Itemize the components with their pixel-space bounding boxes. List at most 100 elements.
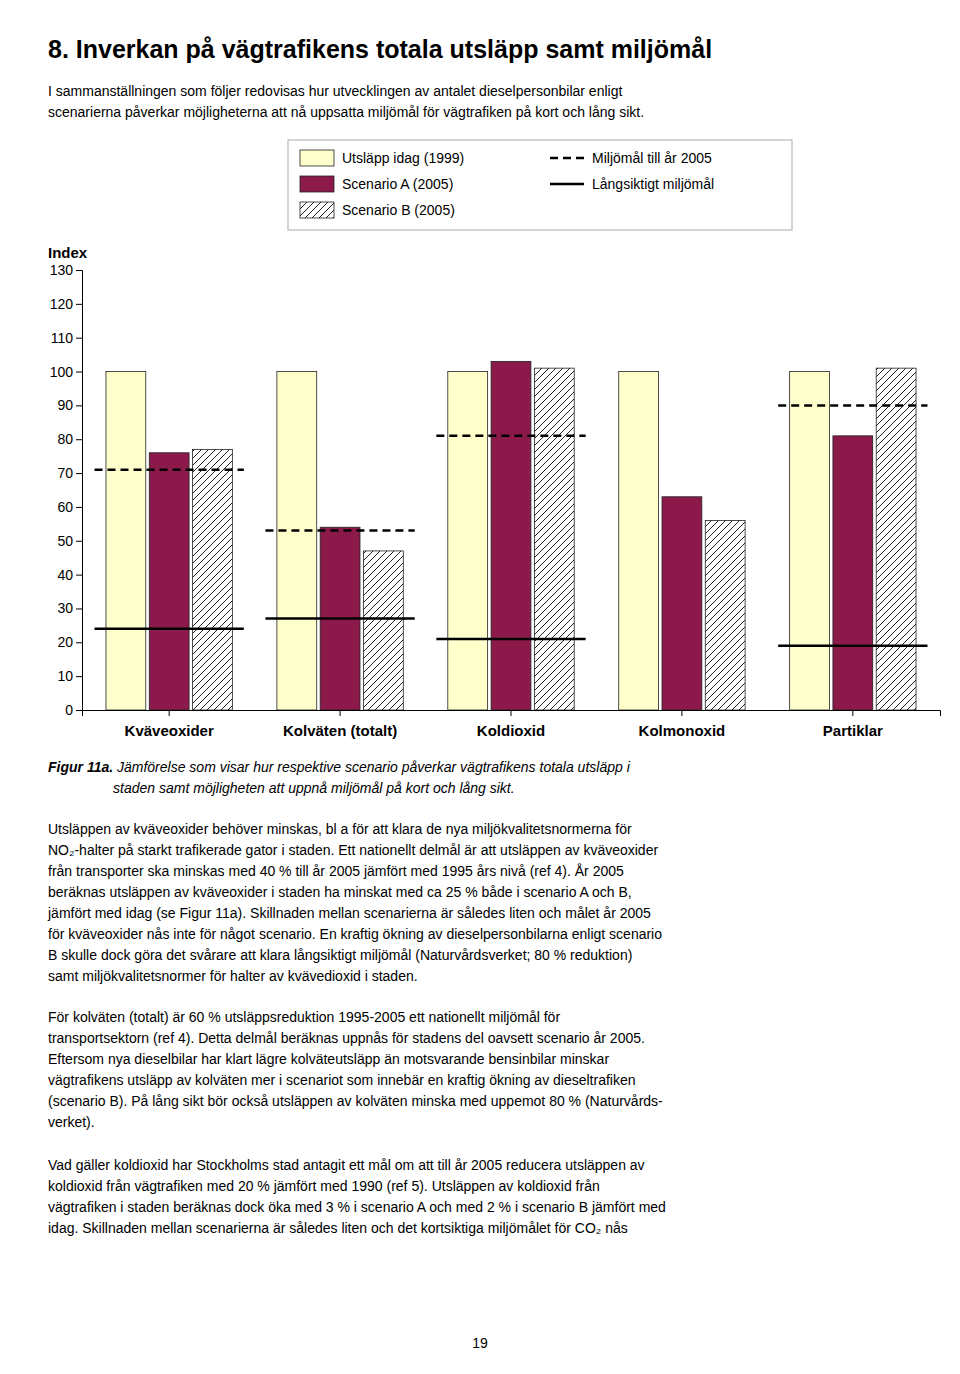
x-tick: Kolmonoxid [639,710,726,739]
paragraph-line: Eftersom nya dieselbilar har klart lägre… [48,1051,609,1067]
x-tick: Koldioxid [477,710,545,739]
target-line [436,435,585,438]
plot-marks [95,361,928,710]
bar [149,453,189,710]
y-tick: 70 [57,465,82,481]
caption-line: staden samt möjligheten att uppnå miljöm… [113,780,515,796]
bar [277,372,317,710]
legend-label: Långsiktigt miljömål [592,176,714,192]
y-tick-label: 80 [57,431,73,447]
y-tick-mark [76,541,82,542]
paragraph-line: vägtrafiken i staden beräknas dock öka m… [48,1199,666,1215]
y-tick-label: 30 [57,600,73,616]
target-line [265,529,414,532]
bar [193,449,233,710]
target-line [436,638,585,641]
paragraph-line: beräknas utsläppen av kväveoxider i stad… [48,884,632,900]
target-line [778,404,927,407]
x-tick-mark [340,710,341,716]
bar [705,520,745,710]
intro: I sammanställningen som följer redovisas… [48,83,644,120]
y-tick: 20 [57,634,82,650]
heading-line: 8. Inverkan på vägtrafikens totala utslä… [48,35,712,63]
paragraph-line: koldioxid från vägtrafiken med 20 % jämf… [48,1178,600,1194]
x-tick-label: Kolmonoxid [639,722,726,739]
x-tick: Kolväten (totalt) [283,710,397,739]
paragraph-line: (scenario B). På lång sikt bör också uts… [48,1093,663,1109]
y-tick-label: 100 [50,364,74,380]
bar-series [149,361,872,710]
target-line [778,644,927,647]
y-tick-mark [76,473,82,474]
y-tick-label: 20 [57,634,73,650]
paragraph-line: jämfört med idag (se Figur 11a). Skillna… [47,905,651,921]
heading: 8. Inverkan på vägtrafikens totala utslä… [48,35,712,63]
y-tick: 80 [57,431,82,447]
y-tick-mark [76,439,82,440]
y-tick: 10 [57,668,82,684]
paragraph: Vad gäller koldioxid har Stockholms stad… [48,1157,666,1236]
legend-label: Utsläpp idag (1999) [342,150,464,166]
legend-label: Scenario B (2005) [342,202,455,218]
bar [106,372,146,710]
paragraph-line: transportsektorn (ref 4). Detta delmål b… [48,1030,645,1046]
bar [491,361,531,710]
bar [876,368,916,710]
bar [790,372,830,710]
y-tick: 60 [57,499,82,515]
y-tick-label: 10 [57,668,73,684]
y-tick-mark [76,304,82,305]
paragraph-line: B skulle dock göra det svårare att klara… [48,947,632,963]
x-tick-mark [852,710,853,716]
y-tick-label: 40 [57,567,73,583]
paragraph-line: vägtrafikens utsläpp av kolväten mer i s… [48,1072,636,1088]
paragraph: För kolväten (totalt) är 60 % utsläppsre… [48,1009,663,1130]
x-axis: Kväveoxider Kolväten (totalt) Koldioxid Kol… [83,710,941,739]
legend-label: Miljömål till år 2005 [592,150,712,166]
paragraph-line: Utsläppen av kväveoxider behöver minskas… [48,821,632,837]
x-tick: Kväveoxider [125,710,214,739]
y-tick: 100 [50,364,82,380]
legend-swatch [300,150,334,166]
paragraph-line: Vad gäller koldioxid har Stockholms stad… [48,1157,645,1173]
target-line [265,617,414,620]
y-tick-mark [76,608,82,609]
x-tick-label: Kväveoxider [125,722,214,739]
y-axis: 0102030405060708090100110120130 [50,262,83,718]
y-tick-mark [76,710,82,711]
y-axis-title: Index [48,244,88,261]
legend-label: Scenario A (2005) [342,176,453,192]
bar-series [106,372,829,710]
y-tick: 40 [57,567,82,583]
y-tick-label: 70 [57,465,73,481]
y-tick-label: 90 [57,397,73,413]
legend-item: Långsiktigt miljömål [550,176,714,192]
y-tick-label: 110 [51,330,74,346]
y-tick-label: 0 [65,702,73,718]
legend-swatch [300,202,334,218]
paragraph: Utsläppen av kväveoxider behöver minskas… [47,821,662,984]
y-tick-mark [76,270,82,271]
y-axis-line [76,271,83,711]
y-tick-label: 120 [50,296,74,312]
y-tick-mark [76,507,82,508]
legend-item: Miljömål till år 2005 [550,150,712,166]
paragraph-line: samt miljökvalitetsnormer för halter av … [48,968,418,984]
paragraph-line: För kolväten (totalt) är 60 % utsläppsre… [48,1009,560,1025]
y-tick: 120 [50,296,82,312]
bar [833,436,873,710]
caption-line: Jämförelse som visar hur respektive scen… [113,759,631,775]
legend-item: Utsläpp idag (1999) [300,150,464,166]
bar [363,551,403,710]
x-tick-label: Partiklar [823,722,883,739]
target-line [95,468,244,471]
page-number: 19 [472,1335,488,1351]
intro-line: scenarierna påverkar möjligheterna att n… [48,104,644,120]
target-line [95,628,244,631]
y-tick-mark [76,642,82,643]
x-tick-mark [681,710,682,716]
x-tick: Partiklar [823,710,883,739]
paragraph-line: idag. Skillnaden mellan scenarierna är s… [48,1220,628,1236]
legend-swatch [550,157,584,160]
legend-swatch [300,176,334,192]
